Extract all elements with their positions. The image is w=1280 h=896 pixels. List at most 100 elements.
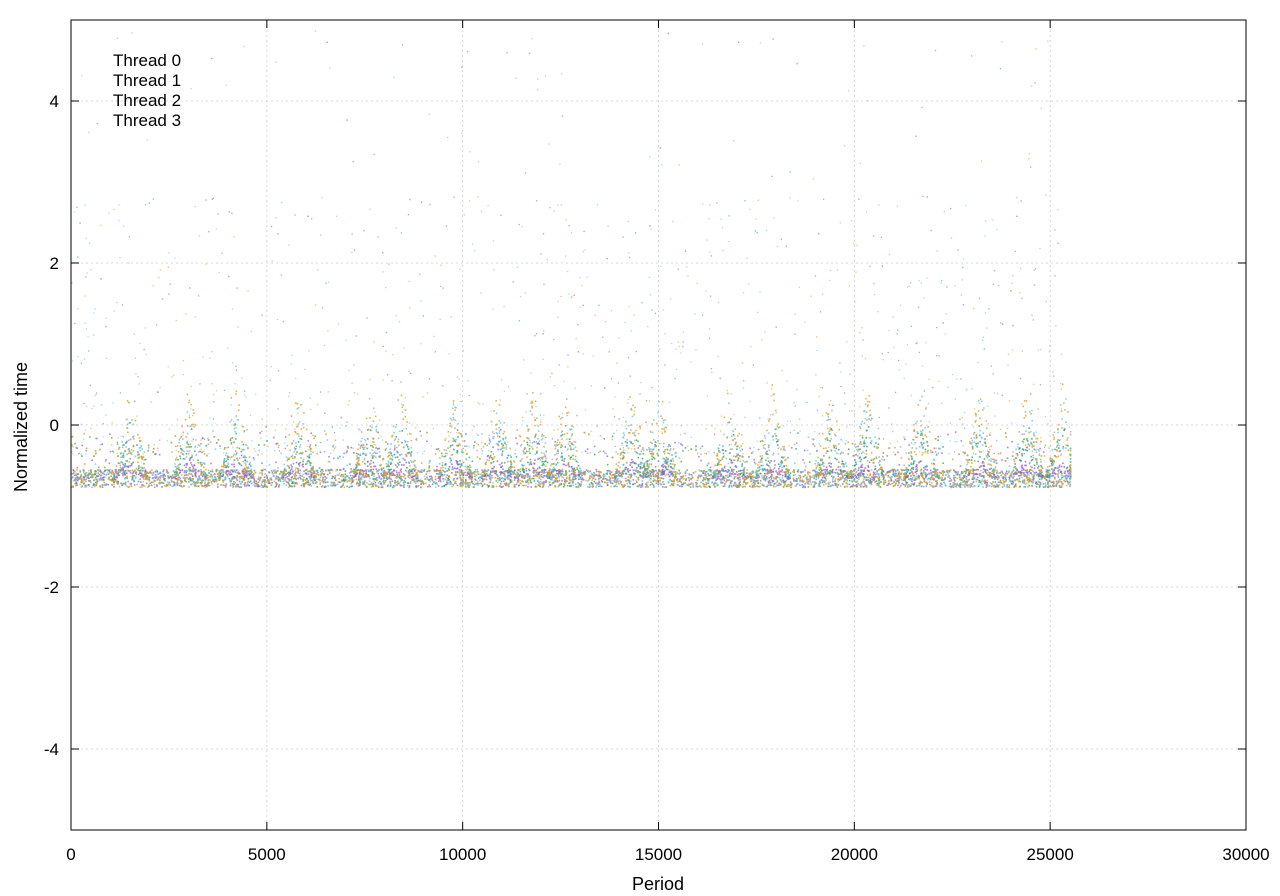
data-point — [334, 476, 336, 479]
data-point — [380, 472, 382, 475]
data-point — [411, 476, 414, 479]
data-point — [542, 233, 545, 235]
data-point — [984, 482, 986, 485]
data-point — [225, 466, 228, 469]
data-point — [293, 485, 296, 488]
data-point — [346, 421, 348, 423]
data-point — [665, 468, 668, 471]
data-point — [460, 463, 463, 465]
data-point — [248, 474, 250, 476]
data-point — [518, 484, 520, 486]
data-point — [1004, 472, 1007, 475]
data-point — [722, 485, 725, 488]
data-point — [991, 472, 993, 475]
data-point — [304, 472, 307, 475]
data-point — [723, 485, 726, 487]
data-point — [169, 475, 171, 478]
data-point — [82, 476, 85, 479]
data-point — [1062, 446, 1065, 448]
data-point — [187, 443, 190, 446]
data-point — [949, 477, 951, 480]
data-point — [919, 460, 921, 463]
data-point — [215, 441, 218, 444]
data-point — [581, 472, 584, 474]
data-point — [831, 429, 833, 431]
data-point — [289, 469, 292, 472]
data-point — [397, 451, 399, 454]
data-point — [767, 480, 770, 483]
data-point — [663, 473, 666, 475]
data-point — [860, 458, 863, 461]
data-point — [1067, 472, 1070, 475]
data-point — [471, 480, 473, 483]
data-point — [1019, 459, 1022, 462]
data-point — [563, 474, 565, 476]
data-point — [182, 457, 185, 460]
data-point — [397, 480, 399, 483]
data-point — [376, 477, 378, 479]
data-point — [1028, 462, 1031, 465]
data-point — [1057, 242, 1059, 245]
data-point — [739, 469, 742, 472]
data-point — [229, 471, 232, 473]
data-point — [355, 452, 358, 455]
data-point — [831, 404, 834, 407]
data-point — [163, 478, 166, 480]
data-point — [75, 481, 78, 484]
data-point — [908, 444, 910, 446]
data-point — [1058, 466, 1061, 468]
data-point — [300, 478, 302, 480]
data-point — [451, 463, 453, 466]
data-point — [985, 471, 987, 473]
data-point — [664, 459, 667, 461]
data-point — [103, 473, 105, 476]
data-point — [350, 468, 352, 470]
data-point — [552, 475, 554, 478]
data-point — [538, 477, 541, 479]
data-point — [824, 472, 827, 475]
data-point — [127, 466, 130, 469]
data-point — [1052, 470, 1054, 472]
data-point — [342, 479, 344, 482]
data-point — [1002, 477, 1005, 480]
data-point — [751, 471, 754, 473]
data-point — [1060, 486, 1063, 488]
data-point — [815, 476, 818, 478]
data-point — [452, 402, 455, 404]
data-point — [1031, 409, 1033, 412]
data-point — [223, 458, 226, 460]
data-point — [156, 485, 158, 487]
data-point — [96, 474, 98, 477]
data-point — [1054, 275, 1056, 277]
data-point — [622, 236, 624, 238]
data-point — [878, 479, 880, 482]
data-point — [797, 469, 800, 471]
data-point — [728, 484, 731, 487]
data-point — [957, 249, 959, 251]
data-point — [707, 472, 709, 475]
data-point — [621, 475, 623, 478]
data-point — [1040, 464, 1042, 467]
data-point — [597, 470, 600, 473]
data-point — [400, 471, 403, 473]
data-point — [513, 479, 516, 481]
data-point — [383, 479, 385, 482]
data-point — [906, 469, 908, 471]
data-point — [804, 486, 806, 489]
data-point — [985, 481, 988, 484]
data-point — [1014, 472, 1016, 474]
data-point — [312, 475, 315, 478]
data-point — [988, 468, 991, 470]
data-point — [179, 455, 181, 458]
data-point — [895, 480, 898, 483]
data-point — [865, 486, 868, 488]
data-point — [705, 470, 708, 473]
data-point — [968, 459, 971, 461]
data-point — [107, 473, 110, 475]
data-point — [551, 481, 554, 484]
data-point — [189, 466, 191, 469]
data-point — [740, 472, 743, 474]
data-point — [972, 468, 974, 471]
data-point — [1030, 455, 1033, 458]
data-point — [912, 483, 914, 485]
